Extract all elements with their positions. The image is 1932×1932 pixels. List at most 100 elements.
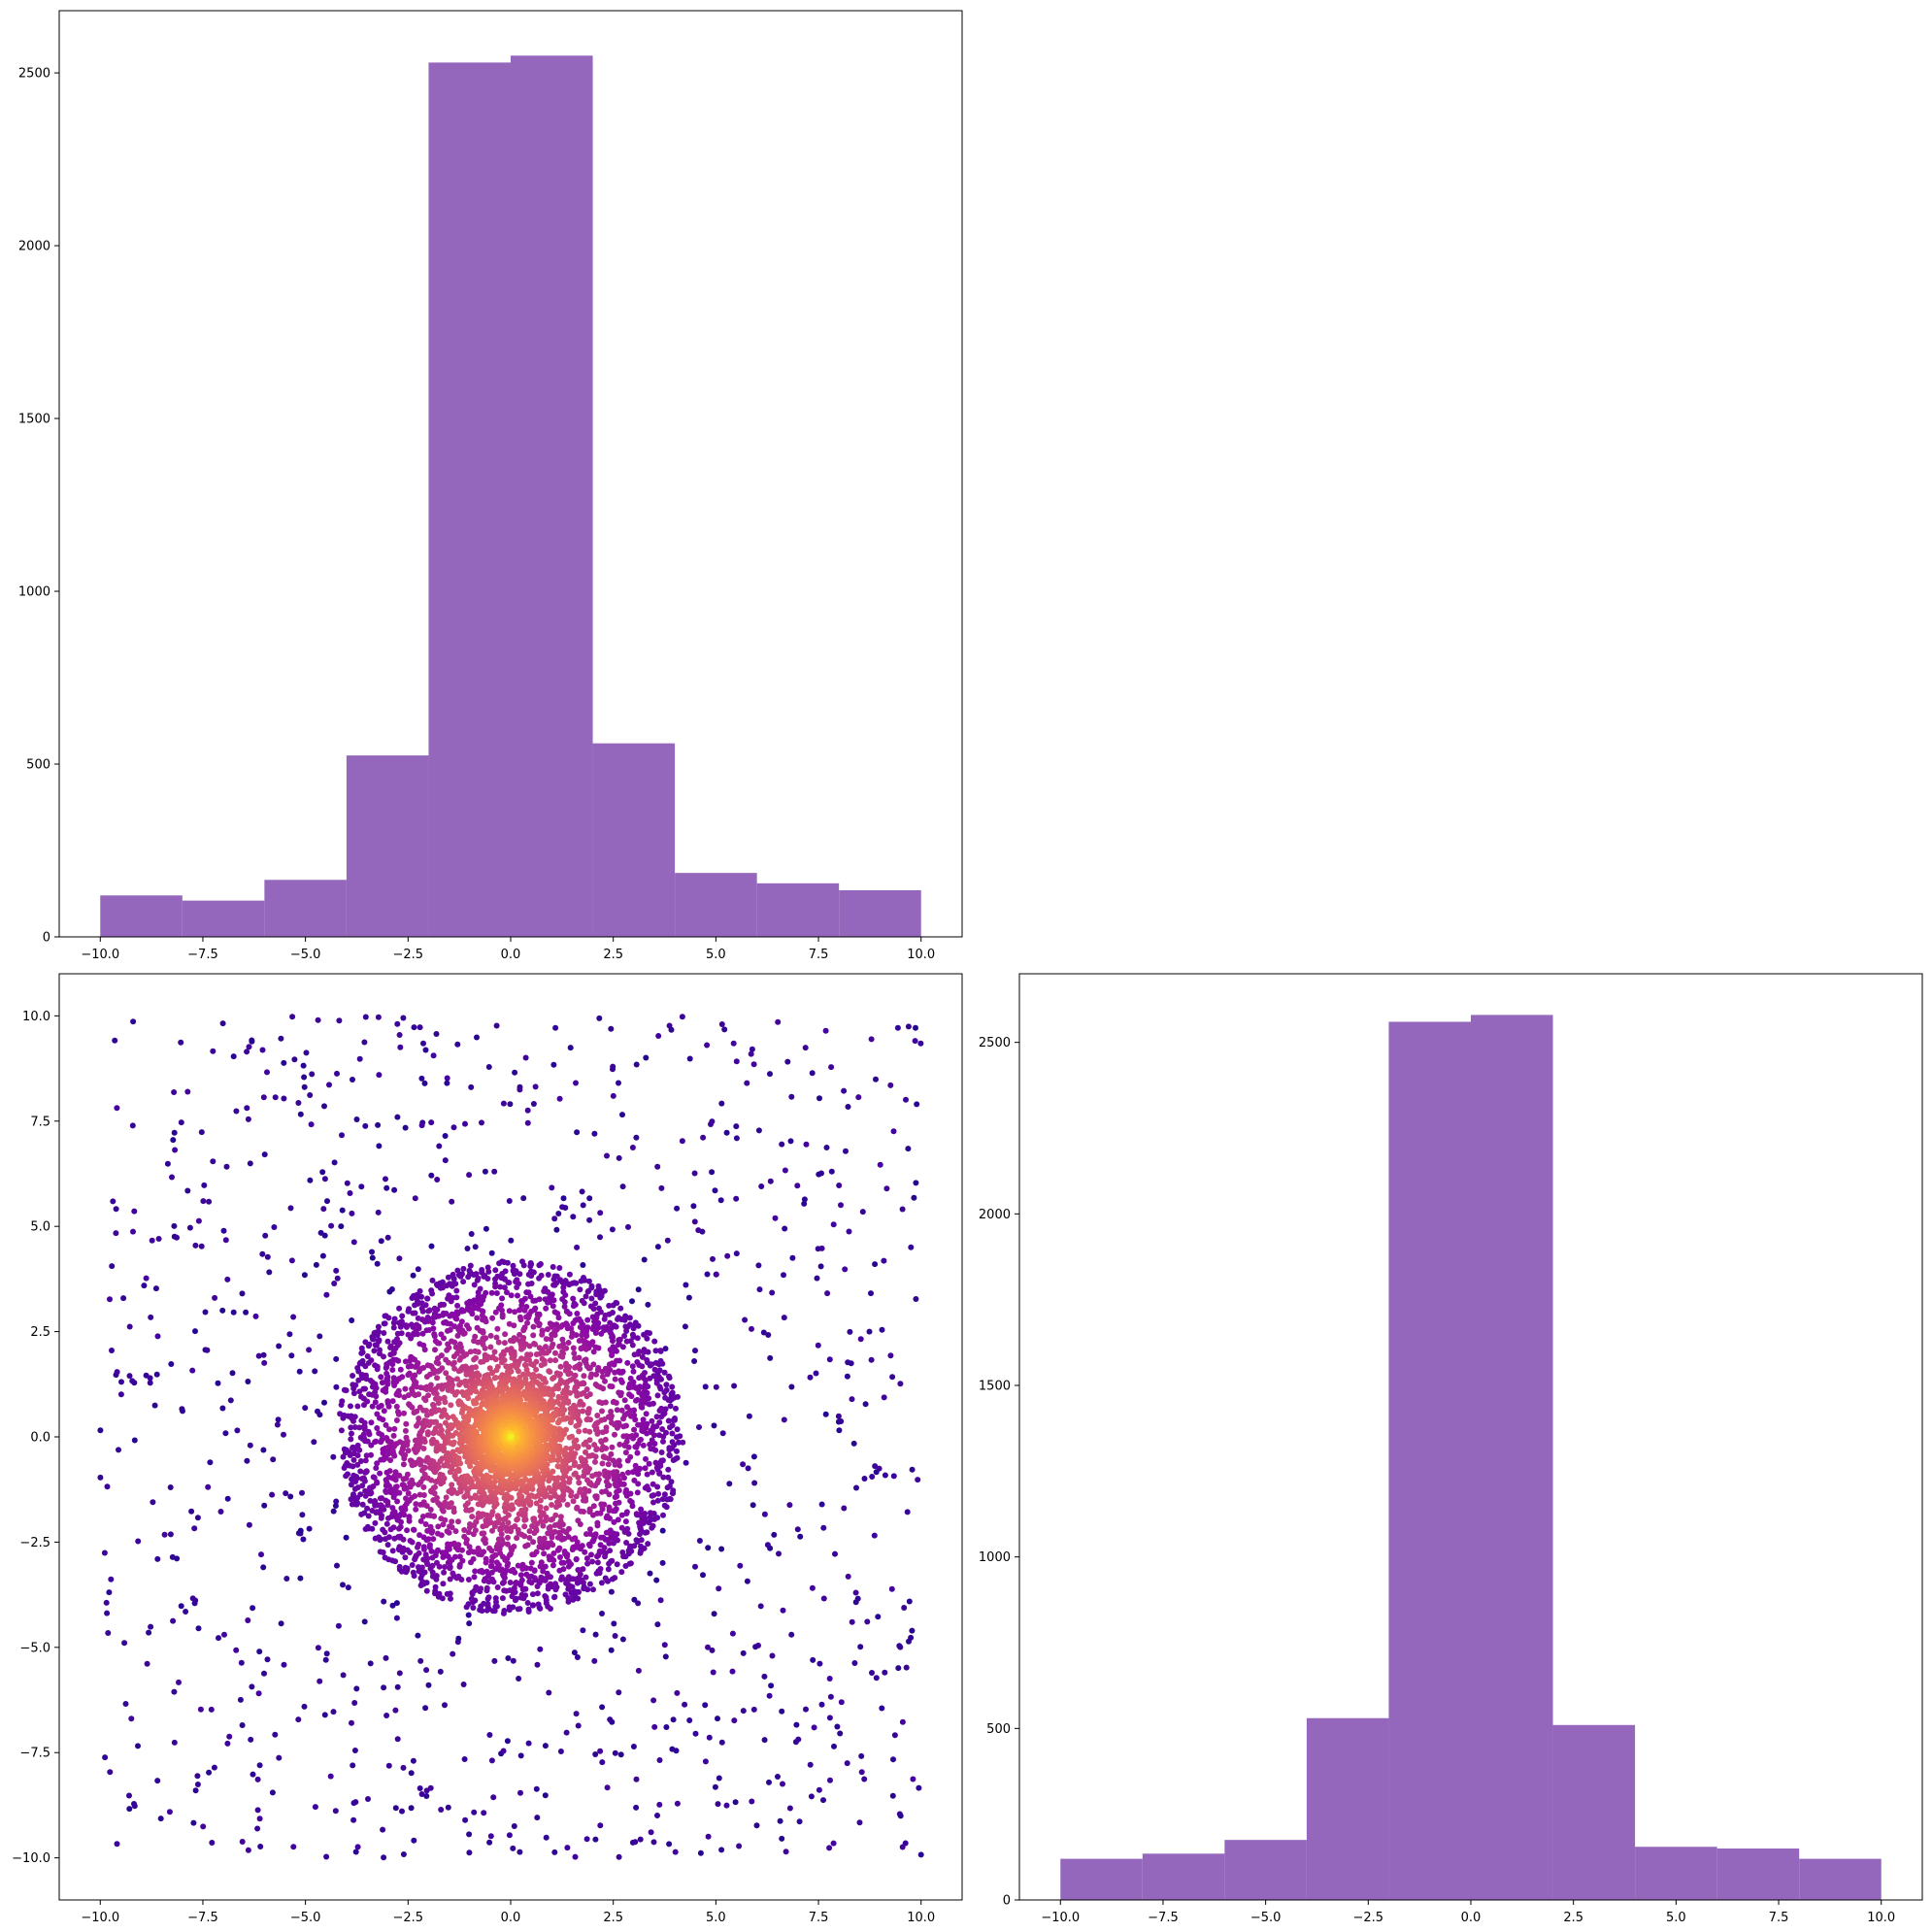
scatter-point <box>362 1457 369 1464</box>
scatter-point <box>831 1743 837 1749</box>
scatter-point <box>499 1566 505 1573</box>
scatter-point <box>410 1272 416 1279</box>
scatter-point <box>445 1804 451 1811</box>
scatter-point <box>393 1417 400 1423</box>
scatter-point <box>430 1458 437 1465</box>
scatter-point <box>599 1460 606 1467</box>
scatter-point <box>643 1054 650 1061</box>
scatter-point <box>97 1427 104 1434</box>
scatter-point <box>605 1566 612 1573</box>
histogram-bar <box>428 62 511 938</box>
scatter-point <box>471 1282 478 1288</box>
scatter-point <box>594 1367 601 1373</box>
scatter-point <box>750 1706 757 1713</box>
scatter-point <box>499 1359 505 1366</box>
scatter-point <box>590 1306 597 1313</box>
scatter-point <box>679 1014 685 1020</box>
scatter-point <box>582 1427 588 1434</box>
scatter-point <box>586 1216 593 1223</box>
scatter-point <box>493 1334 500 1341</box>
scatter-point <box>593 1371 600 1378</box>
scatter-point <box>261 1151 268 1158</box>
scatter-point <box>361 1039 368 1046</box>
scatter-point <box>599 1611 605 1616</box>
scatter-point <box>516 1271 523 1278</box>
scatter-point <box>396 1032 403 1038</box>
scatter-point <box>512 1309 518 1316</box>
scatter-point <box>425 1392 432 1399</box>
scatter-point <box>606 1504 613 1511</box>
scatter-point <box>733 1058 740 1065</box>
scatter-point <box>373 1393 380 1400</box>
scatter-point <box>389 1398 396 1405</box>
scatter-point <box>450 1276 457 1282</box>
scatter-point <box>499 1536 506 1543</box>
scatter-point <box>404 1471 411 1478</box>
scatter-point <box>224 1740 231 1747</box>
scatter-point <box>451 1339 458 1346</box>
scatter-point <box>616 1389 622 1396</box>
scatter-point <box>578 1381 584 1387</box>
scatter-point <box>597 1542 604 1549</box>
scatter-point <box>794 1183 801 1189</box>
scatter-point <box>596 1548 603 1554</box>
scatter-point <box>649 1417 655 1424</box>
scatter-point <box>405 1490 412 1497</box>
scatter-point <box>620 1423 627 1430</box>
scatter-point <box>605 1461 612 1468</box>
scatter-point <box>186 1224 193 1231</box>
scatter-point <box>575 1474 582 1481</box>
scatter-point <box>617 1751 624 1758</box>
scatter-point <box>194 1782 201 1787</box>
scatter-point <box>428 1477 435 1483</box>
scatter-point <box>844 1760 850 1767</box>
histogram-bar <box>264 880 347 937</box>
scatter-point <box>174 1555 181 1562</box>
scatter-point <box>796 1818 803 1825</box>
scatter-point <box>574 1129 581 1136</box>
scatter-point <box>566 1311 573 1317</box>
scatter-point <box>607 1319 614 1326</box>
scatter-point <box>651 1366 658 1373</box>
scatter-point <box>505 1519 512 1526</box>
scatter-point <box>610 1338 616 1345</box>
scatter-point <box>168 1361 175 1367</box>
scatter-point <box>556 1265 563 1271</box>
scatter-point <box>629 1469 636 1476</box>
scatter-point <box>425 1317 432 1324</box>
scatter-point <box>223 1163 230 1170</box>
scatter-point <box>869 1474 876 1480</box>
scatter-point <box>581 1497 586 1504</box>
scatter-point <box>752 1644 759 1650</box>
scatter-point <box>416 1785 423 1791</box>
scatter-point <box>443 1370 450 1377</box>
scatter-point <box>627 1543 634 1549</box>
scatter-point <box>625 1469 631 1476</box>
scatter-point <box>465 1274 472 1281</box>
scatter-point <box>638 1506 645 1513</box>
scatter-point <box>882 1472 888 1479</box>
histogram-top-left: −10.0 −7.5 −5.0 −2.5 0.0 2.5 5.0 7.5 10.00500100… <box>18 10 963 962</box>
scatter-point <box>616 1080 621 1086</box>
scatter-point <box>552 1512 559 1518</box>
scatter-point <box>550 1061 557 1068</box>
scatter-point <box>733 1123 740 1130</box>
scatter-point <box>666 1841 673 1848</box>
scatter-point <box>567 1406 574 1412</box>
scatter-point <box>623 1540 630 1546</box>
scatter-point <box>222 1237 229 1244</box>
scatter-point <box>769 1652 776 1659</box>
scatter-point <box>709 1647 716 1653</box>
scatter-point <box>486 1365 493 1372</box>
scatter-point <box>301 1272 308 1279</box>
scatter-point <box>488 1249 495 1256</box>
scatter-point <box>608 1450 615 1457</box>
scatter-point <box>460 1352 467 1359</box>
scatter-point <box>899 1206 906 1213</box>
scatter-point <box>383 1364 390 1371</box>
scatter-point <box>368 1419 375 1426</box>
scatter-point <box>656 1801 663 1808</box>
scatter-point <box>830 1840 837 1847</box>
scatter-point <box>340 1453 347 1460</box>
scatter-point <box>577 1286 583 1293</box>
